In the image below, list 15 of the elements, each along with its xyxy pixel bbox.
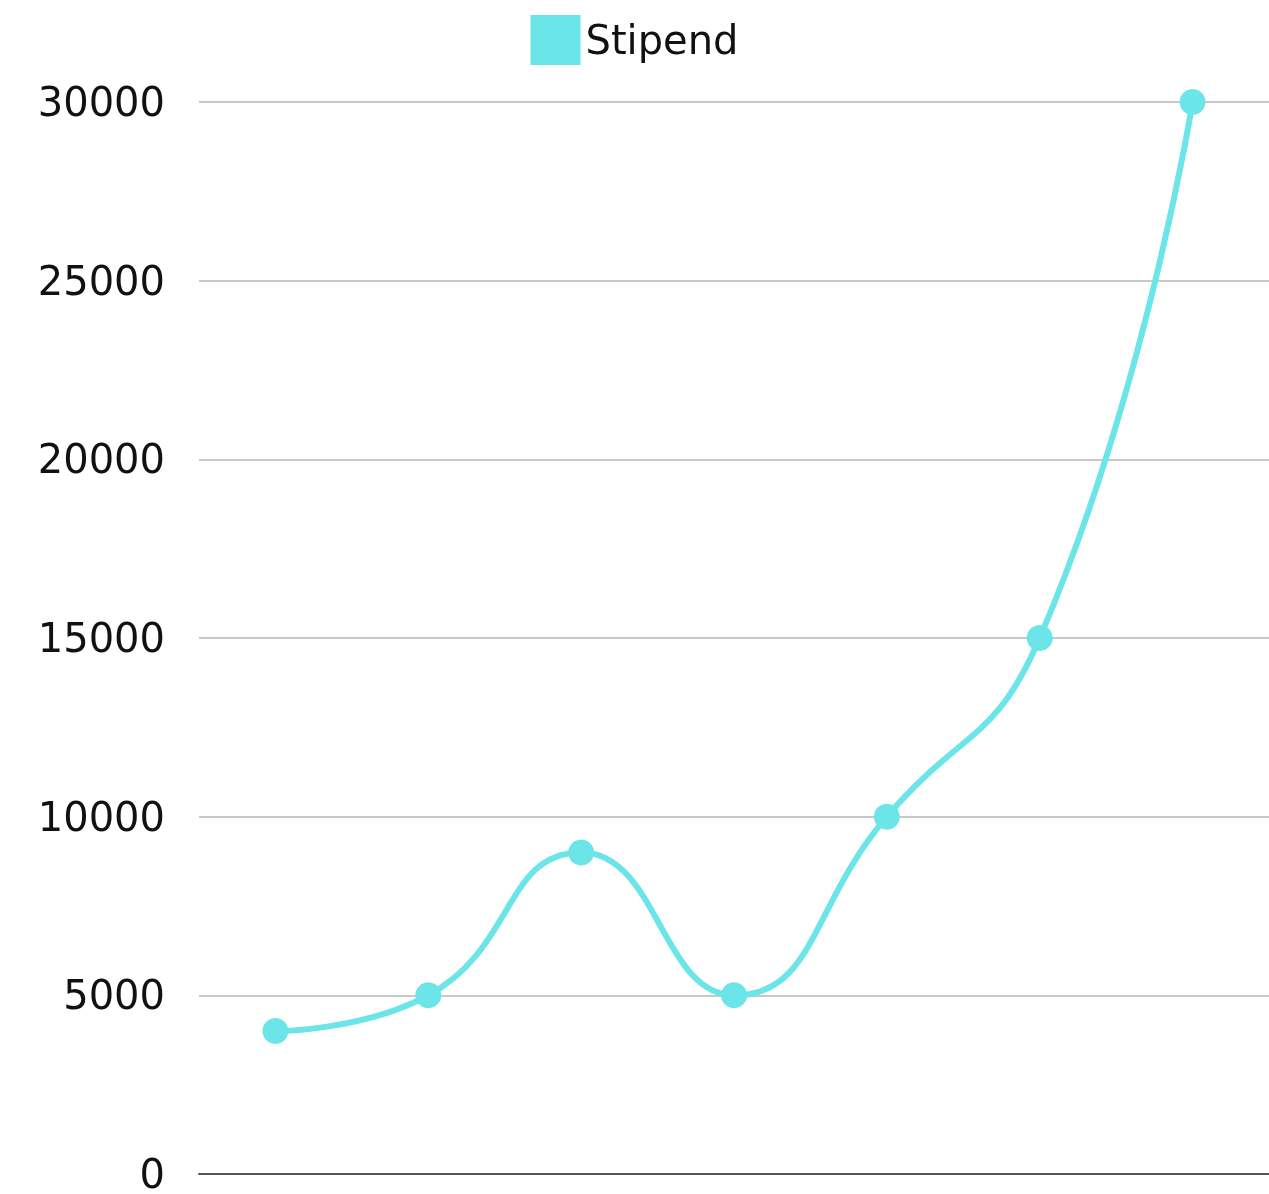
point bbox=[873, 803, 900, 830]
point bbox=[721, 982, 747, 1009]
point bbox=[262, 1018, 289, 1045]
y-tick-label: 20000 bbox=[37, 436, 165, 483]
y-tick-label: 25000 bbox=[37, 257, 165, 304]
y-tick-label: 5000 bbox=[63, 972, 165, 1019]
point bbox=[415, 982, 442, 1009]
y-tick-label: 15000 bbox=[37, 615, 165, 661]
legend-label: Stipend bbox=[585, 17, 739, 63]
point bbox=[568, 839, 595, 866]
y-tick-label: 0 bbox=[139, 1151, 165, 1194]
point bbox=[1179, 89, 1206, 115]
y-tick-label: 10000 bbox=[37, 793, 165, 840]
y-tick-label: 30000 bbox=[37, 79, 165, 125]
point bbox=[1026, 625, 1053, 651]
